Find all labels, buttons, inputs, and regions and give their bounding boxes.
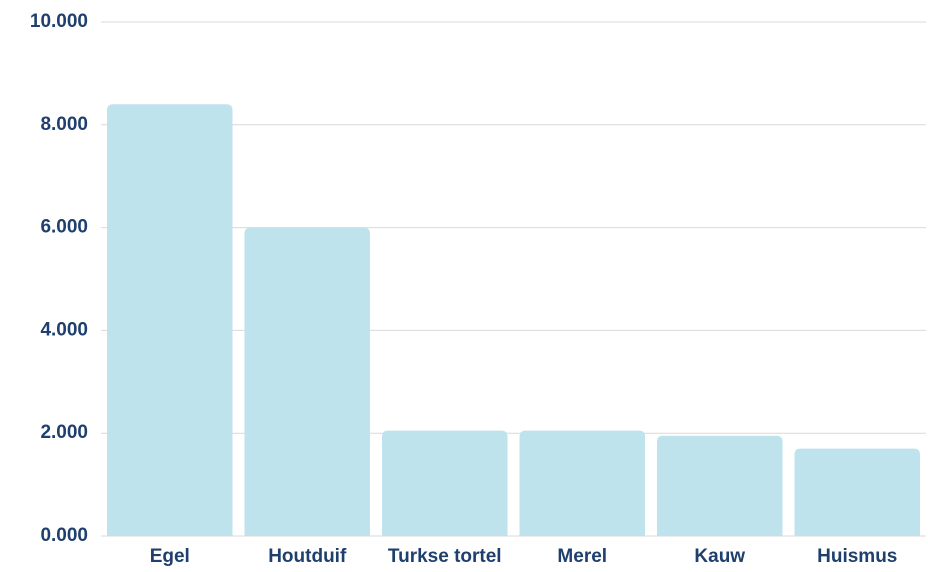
x-tick-label: Huismus <box>817 546 897 567</box>
x-tick-label: Houtduif <box>268 546 347 567</box>
x-tick-label: Merel <box>557 546 607 567</box>
bar <box>657 436 783 536</box>
y-tick-label: 6.000 <box>40 217 88 238</box>
bar <box>382 431 508 536</box>
bar <box>107 104 233 536</box>
chart: 0.000 2.000 4.000 6.000 8.000 10.000 Egel Houtd… <box>0 0 928 572</box>
x-tick-label: Kauw <box>694 546 745 567</box>
x-tick-label: Egel <box>150 546 190 567</box>
bar <box>795 449 921 536</box>
bar <box>520 431 646 536</box>
y-tick-label: 0.000 <box>40 525 88 546</box>
y-tick-label: 10.000 <box>30 11 88 32</box>
bar <box>245 228 371 536</box>
y-tick-label: 2.000 <box>40 422 88 443</box>
x-tick-label: Turkse tortel <box>388 546 502 567</box>
y-tick-label: 4.000 <box>40 319 88 340</box>
y-tick-label: 8.000 <box>40 114 88 135</box>
